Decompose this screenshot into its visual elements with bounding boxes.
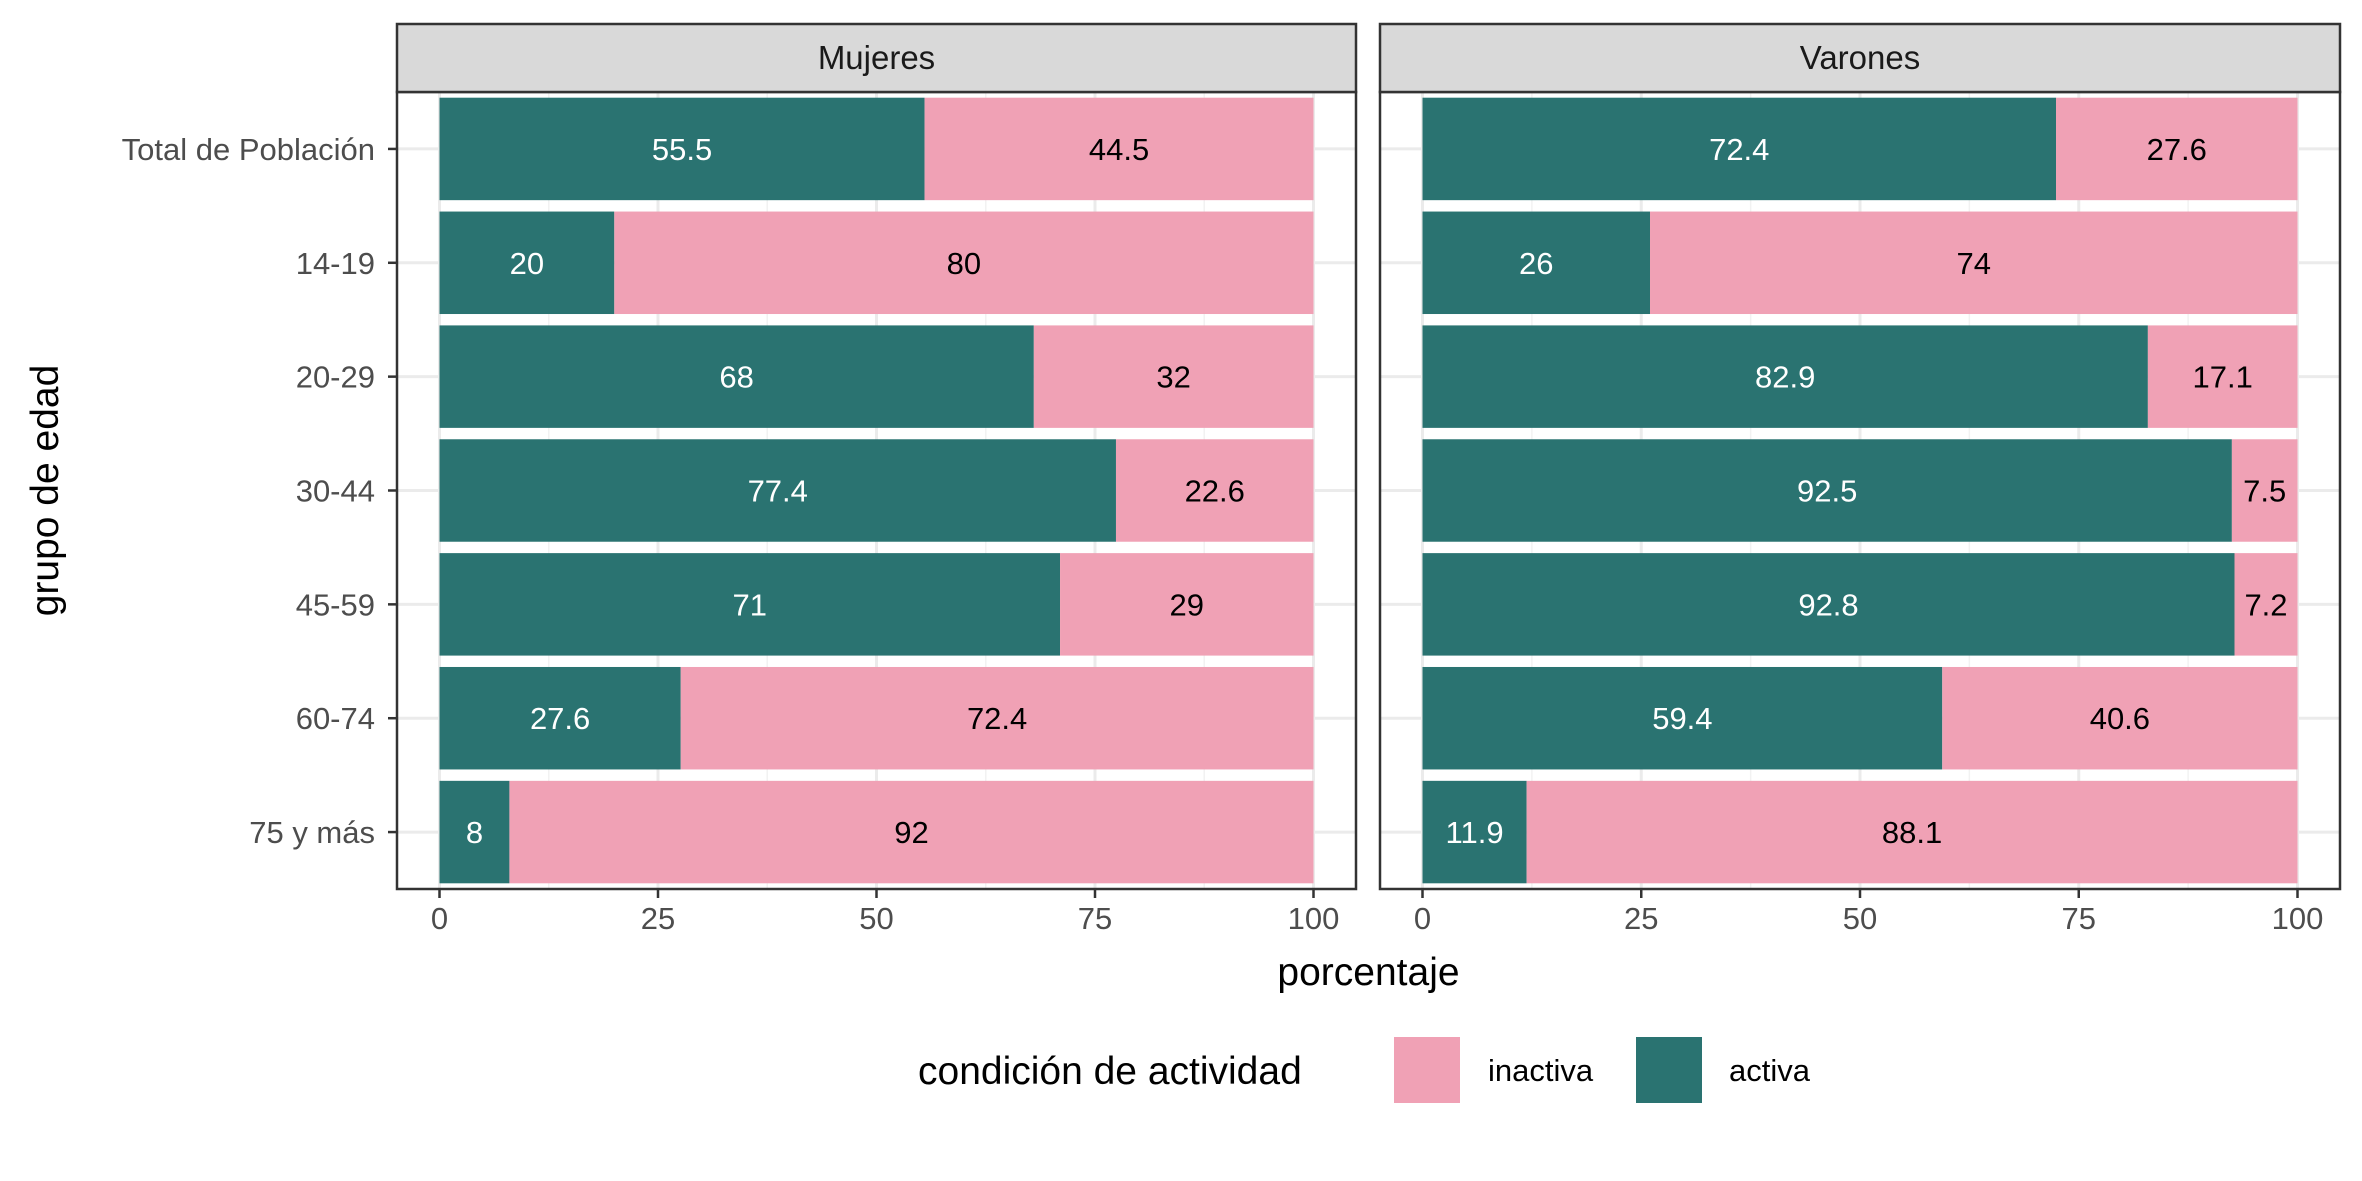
data-label: 68 (719, 360, 753, 395)
bar-activa (1422, 553, 2235, 656)
bar-inactiva (1115, 439, 1314, 542)
data-label: 8 (466, 815, 483, 850)
data-label: 92.8 (1798, 587, 1858, 622)
y-tick-label: 45-59 (296, 587, 375, 622)
data-label: 27.6 (530, 701, 590, 736)
bar-activa (439, 553, 1061, 656)
bar-activa (439, 666, 681, 770)
data-label: 72.4 (967, 701, 1027, 736)
bar-inactiva (2056, 97, 2298, 201)
legend-key-inactiva (1394, 1037, 1460, 1103)
bar-activa (439, 211, 615, 315)
bar-activa (439, 780, 510, 884)
bar-activa (439, 325, 1034, 428)
bar-activa (1422, 97, 2056, 201)
data-label: 88.1 (1882, 815, 1942, 850)
data-label: 40.6 (2090, 701, 2150, 736)
legend-key-activa (1636, 1037, 1702, 1103)
x-tick-label: 25 (641, 901, 675, 936)
facet-label: Varones (1800, 39, 1920, 76)
data-label: 11.9 (1446, 815, 1504, 850)
bar-activa (1422, 325, 2148, 428)
data-label: 17.1 (2193, 360, 2253, 395)
data-label: 44.5 (1089, 132, 1149, 167)
bar-inactiva (1942, 666, 2298, 770)
data-label: 82.9 (1755, 360, 1815, 395)
y-tick-label: 75 y más (249, 815, 375, 850)
bar-activa (1422, 439, 2232, 542)
data-label: 26 (1519, 246, 1553, 281)
data-label: 29 (1170, 587, 1204, 622)
data-label: 20 (510, 246, 544, 281)
bar-inactiva (680, 666, 1314, 770)
x-tick-label: 0 (431, 901, 448, 936)
bar-activa (1422, 211, 1650, 315)
data-label: 72.4 (1709, 132, 1769, 167)
data-label: 77.4 (748, 474, 808, 509)
x-tick-label: 50 (1843, 901, 1877, 936)
bar-inactiva (1650, 211, 2298, 315)
legend-title: condición de actividad (918, 1050, 1302, 1093)
bar-activa (439, 439, 1116, 542)
bar-inactiva (2147, 325, 2298, 428)
x-tick-label: 25 (1624, 901, 1658, 936)
data-label: 74 (1957, 246, 1991, 281)
y-axis-title: grupo de edad (24, 365, 67, 617)
bar-activa (1422, 666, 1943, 770)
bar-activa (439, 97, 925, 201)
data-label: 80 (947, 246, 981, 281)
bar-inactiva (509, 780, 1314, 884)
y-tick-label: 20-29 (296, 360, 375, 395)
x-tick-label: 100 (1288, 901, 1340, 936)
data-label: 92.5 (1797, 474, 1857, 509)
x-tick-label: 75 (1078, 901, 1112, 936)
x-tick-label: 100 (2272, 901, 2324, 936)
y-tick-label: 30-44 (296, 474, 375, 509)
data-label: 32 (1156, 360, 1190, 395)
bar-inactiva (2234, 553, 2298, 656)
legend-label: activa (1729, 1053, 1811, 1088)
bar-inactiva (1033, 325, 1314, 428)
x-tick-label: 0 (1414, 901, 1431, 936)
bar-inactiva (924, 97, 1314, 201)
bar-inactiva (614, 211, 1314, 315)
bar-inactiva (1526, 780, 2298, 884)
facet-strip (1378, 22, 2342, 94)
data-label: 27.6 (2147, 132, 2207, 167)
x-tick-label: 75 (2062, 901, 2096, 936)
data-label: 55.5 (652, 132, 712, 167)
bar-inactiva (1060, 553, 1314, 656)
data-label: 92 (894, 815, 928, 850)
data-label: 59.4 (1652, 701, 1712, 736)
x-tick-label: 50 (859, 901, 893, 936)
data-label: 22.6 (1185, 474, 1245, 509)
bar-activa (1422, 780, 1527, 884)
y-tick-label: Total de Población (122, 132, 375, 167)
x-axis-title: porcentaje (1277, 951, 1459, 994)
data-label: 71 (733, 587, 767, 622)
data-label: 7.2 (2244, 587, 2287, 622)
data-label: 7.5 (2243, 474, 2286, 509)
y-tick-label: 14-19 (296, 246, 375, 281)
bar-inactiva (2231, 439, 2298, 542)
facet-strip (395, 22, 1358, 94)
legend-label: inactiva (1488, 1053, 1594, 1088)
facet-label: Mujeres (818, 39, 935, 76)
y-tick-label: 60-74 (296, 701, 375, 736)
